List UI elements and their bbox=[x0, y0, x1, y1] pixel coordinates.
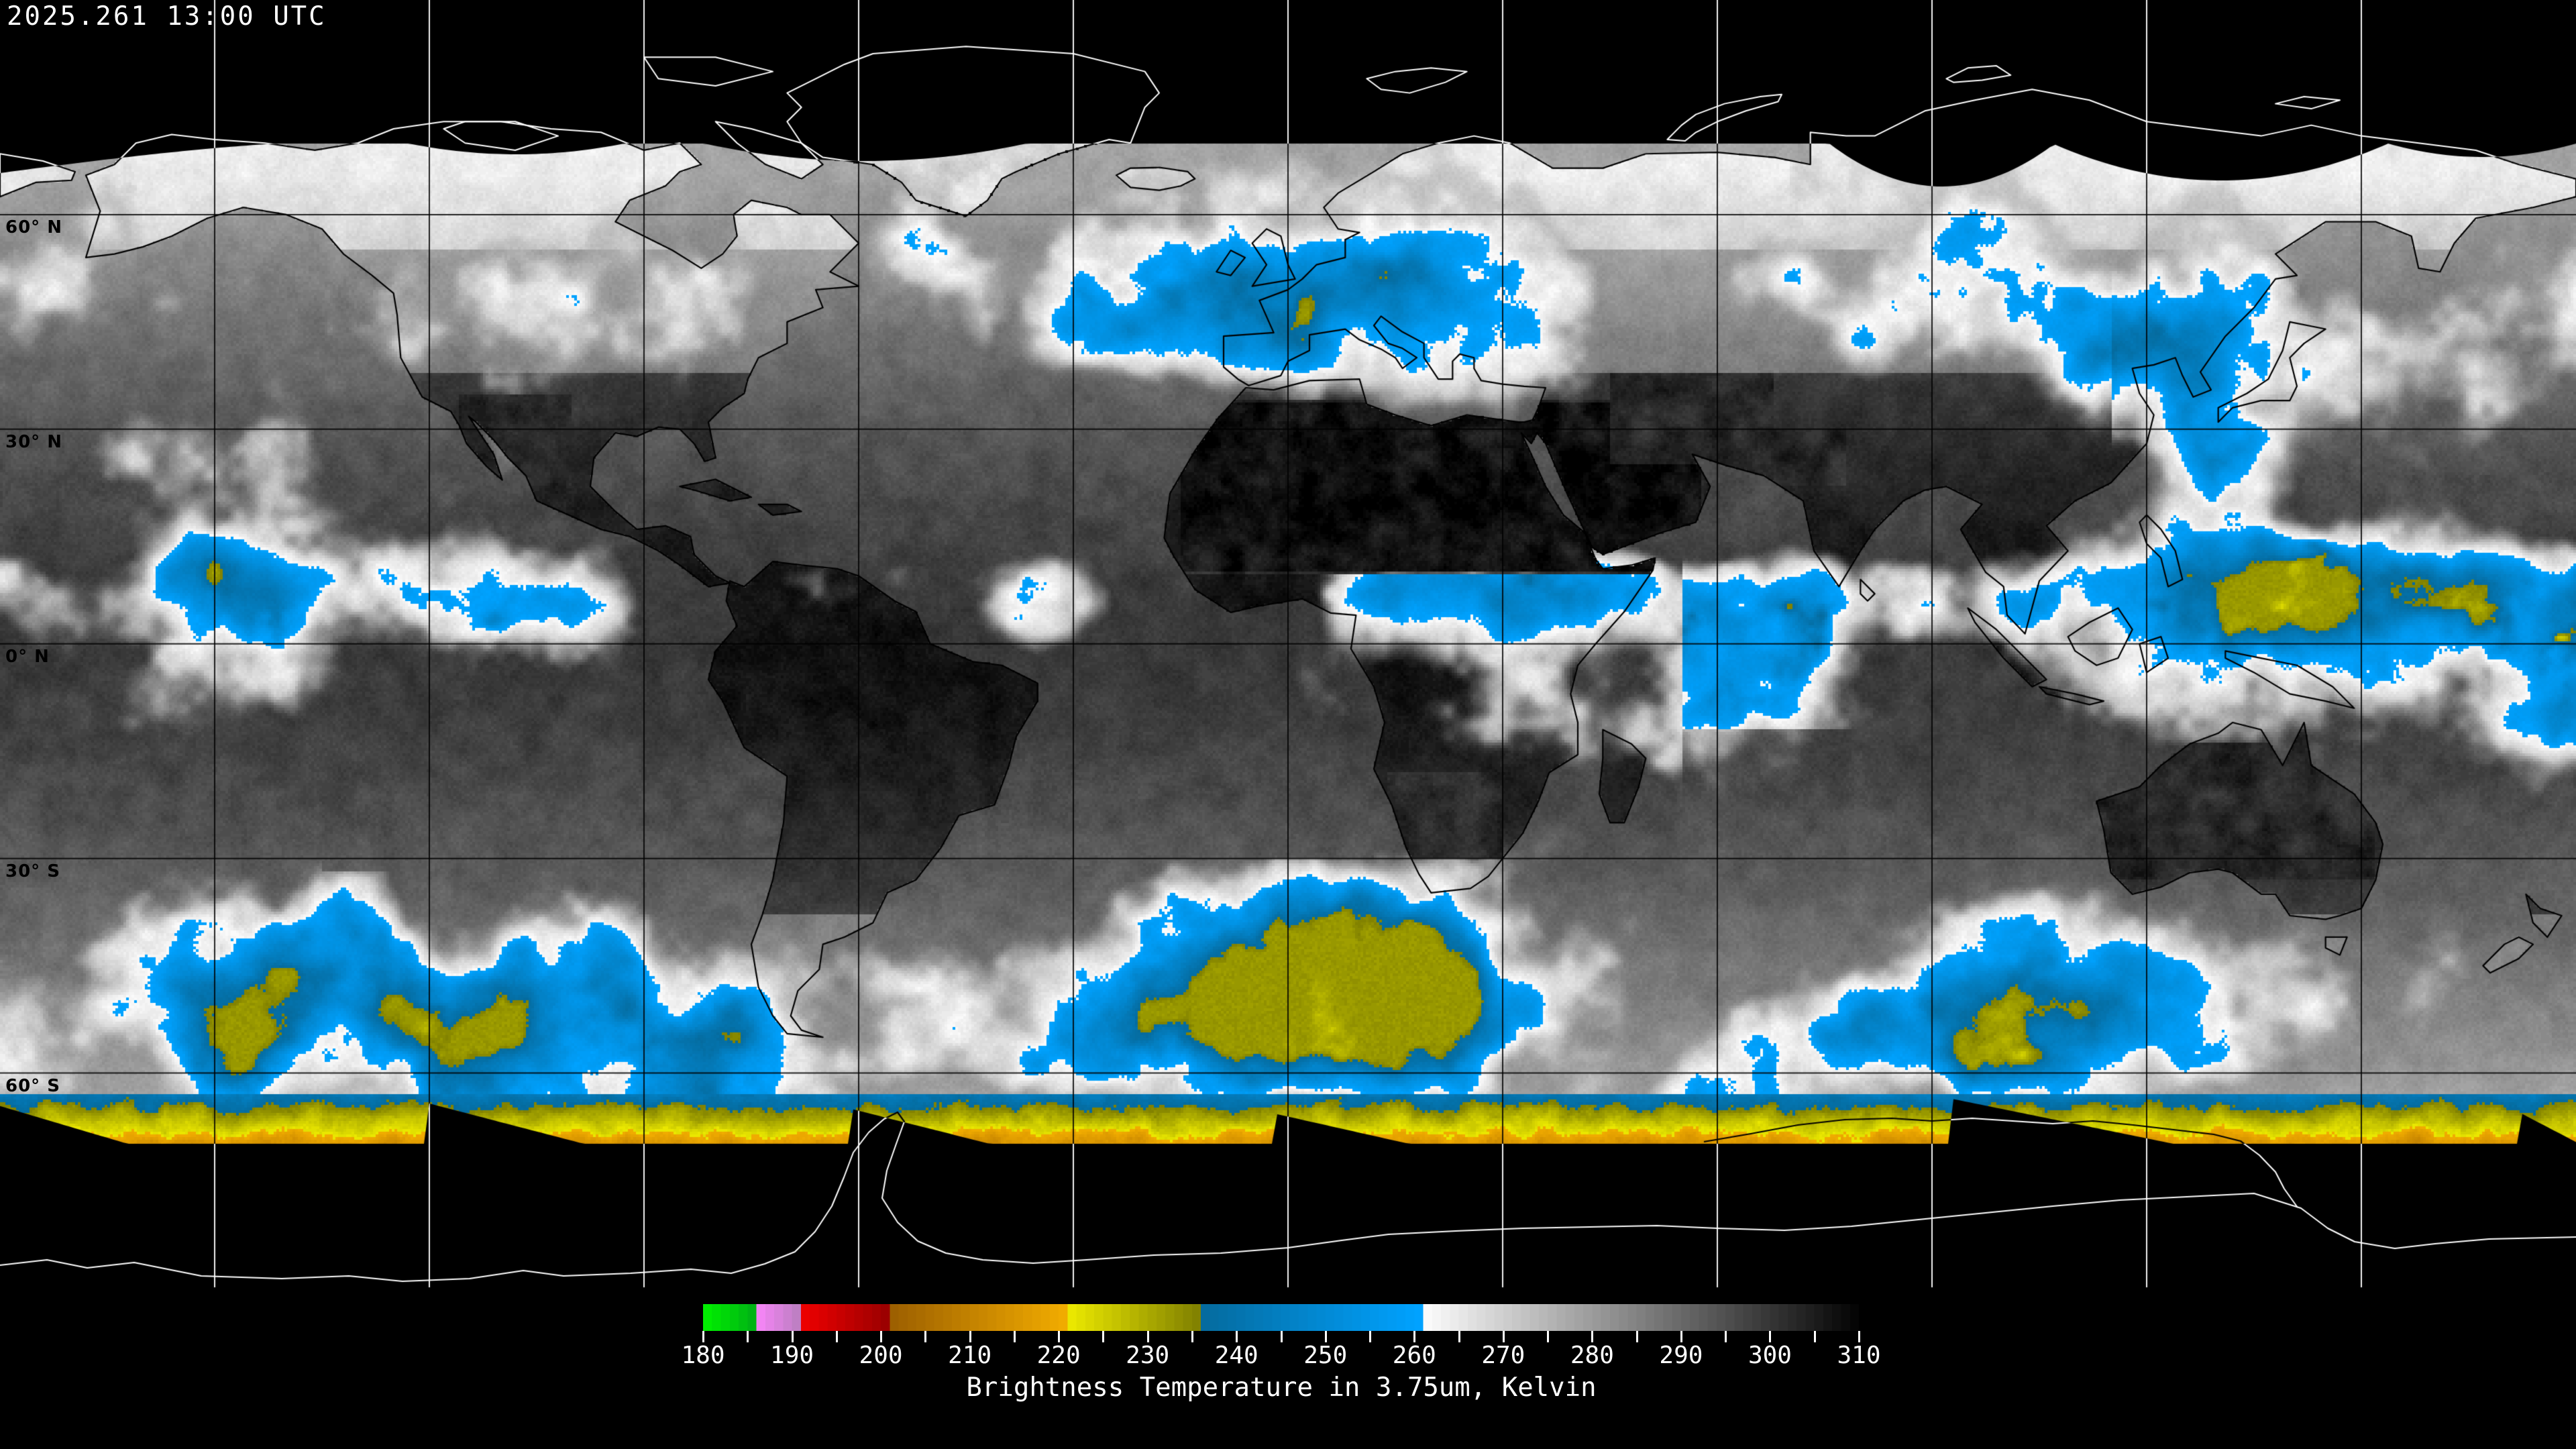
colorbar-tick-label: 240 bbox=[1214, 1342, 1258, 1369]
colorbar-tick bbox=[1591, 1331, 1594, 1342]
colorbar-tick bbox=[1858, 1331, 1860, 1342]
colorbar-tick bbox=[969, 1331, 971, 1342]
colorbar-tick bbox=[1369, 1331, 1372, 1342]
colorbar-tick bbox=[924, 1331, 927, 1342]
colorbar-tick-label: 260 bbox=[1392, 1342, 1436, 1369]
colorbar-tick-label: 230 bbox=[1126, 1342, 1170, 1369]
colorbar-tick bbox=[1324, 1331, 1327, 1342]
colorbar-tick-label: 270 bbox=[1481, 1342, 1525, 1369]
colorbar-caption: Brightness Temperature in 3.75um, Kelvin bbox=[966, 1373, 1597, 1403]
colorbar-tick bbox=[747, 1331, 749, 1342]
colorbar-tick-label: 210 bbox=[948, 1342, 992, 1369]
colorbar-tick bbox=[1191, 1331, 1193, 1342]
colorbar-tick bbox=[1547, 1331, 1550, 1342]
colorbar-tick bbox=[1502, 1331, 1505, 1342]
colorbar-tick bbox=[1813, 1331, 1816, 1342]
colorbar-tick bbox=[1725, 1331, 1727, 1342]
latitude-label: 0° N bbox=[5, 646, 50, 667]
colorbar-tick bbox=[1413, 1331, 1416, 1342]
colorbar-tick bbox=[1013, 1331, 1016, 1342]
colorbar-tick bbox=[1280, 1331, 1283, 1342]
colorbar-tick-label: 290 bbox=[1659, 1342, 1703, 1369]
colorbar-tick-label: 280 bbox=[1570, 1342, 1614, 1369]
colorbar-tick-label: 200 bbox=[859, 1342, 903, 1369]
colorbar-tick bbox=[835, 1331, 838, 1342]
colorbar-tick-label: 300 bbox=[1748, 1342, 1792, 1369]
colorbar-gradient bbox=[703, 1304, 1859, 1331]
colorbar-tick-label: 180 bbox=[681, 1342, 725, 1369]
colorbar-tick-label: 250 bbox=[1303, 1342, 1348, 1369]
colorbar-tick bbox=[1236, 1331, 1238, 1342]
colorbar-tick bbox=[1146, 1331, 1149, 1342]
colorbar-tick-label: 190 bbox=[770, 1342, 814, 1369]
colorbar-tick bbox=[1058, 1331, 1061, 1342]
latitude-label: 30° S bbox=[5, 861, 60, 881]
latitude-label: 60° N bbox=[5, 217, 62, 237]
colorbar-tick-label: 220 bbox=[1036, 1342, 1081, 1369]
colorbar-tick bbox=[1769, 1331, 1772, 1342]
colorbar-tick bbox=[1635, 1331, 1638, 1342]
latitude-label: 60° S bbox=[5, 1075, 60, 1096]
timestamp-label: 2025.261 13:00 UTC bbox=[7, 1, 327, 32]
colorbar-tick bbox=[1458, 1331, 1460, 1342]
colorbar-tick bbox=[1680, 1331, 1682, 1342]
colorbar-tick bbox=[791, 1331, 794, 1342]
colorbar-tick bbox=[702, 1331, 704, 1342]
colorbar-tick bbox=[880, 1331, 883, 1342]
colorbar-tick-label: 310 bbox=[1837, 1342, 1881, 1369]
colorbar-tick bbox=[1102, 1331, 1105, 1342]
global-satellite-map bbox=[0, 0, 2576, 1288]
latitude-label: 30° N bbox=[5, 431, 62, 452]
